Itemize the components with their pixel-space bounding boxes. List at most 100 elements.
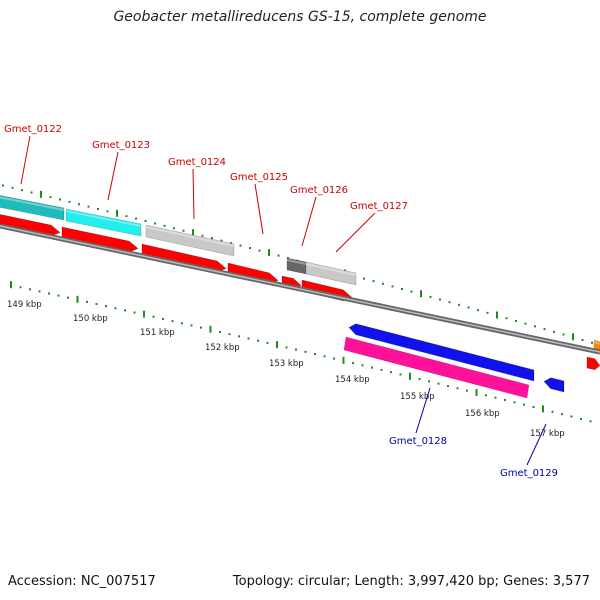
tick-mark	[295, 348, 297, 351]
tick-mark	[542, 405, 544, 413]
tick-mark	[420, 290, 422, 298]
tick-mark	[171, 320, 174, 323]
tick-mark	[477, 309, 479, 312]
tick-mark	[78, 203, 80, 206]
tick-mark	[561, 413, 563, 416]
callout-line	[335, 212, 376, 253]
tick-mark	[458, 303, 460, 306]
tick-mark	[418, 378, 421, 381]
tick-mark	[116, 209, 118, 217]
gene-label-forward: Gmet_0123	[92, 140, 150, 151]
gene-box-magenta	[343, 336, 530, 399]
scale-label: 151 kbp	[140, 328, 175, 338]
tick-mark	[257, 339, 259, 342]
tick-mark	[382, 282, 384, 285]
map-title: Geobacter metallireducens GS-15, complet…	[113, 9, 487, 25]
tick-mark	[494, 396, 497, 399]
tick-mark	[219, 330, 221, 333]
gene-box-gray-shade	[145, 226, 235, 247]
tick-mark	[401, 288, 403, 291]
tick-mark	[230, 242, 232, 245]
tick-mark	[143, 310, 145, 318]
tick-mark	[114, 307, 117, 310]
tick-mark	[2, 184, 4, 187]
tick-mark	[380, 368, 383, 371]
callout-line	[20, 135, 31, 185]
scale-label: 150 kbp	[73, 314, 108, 324]
tick-mark	[534, 325, 536, 328]
gene-box-cyan	[65, 208, 142, 237]
tick-mark	[456, 387, 459, 390]
scale-label: 157 kbp	[530, 429, 565, 439]
tick-mark	[467, 306, 470, 309]
tick-mark	[97, 207, 99, 210]
tick-mark	[323, 355, 326, 358]
tick-mark	[154, 222, 156, 225]
gene-box-teal-shade	[0, 196, 65, 211]
gene-box-cyan-shade	[65, 210, 142, 227]
scale-label: 154 kbp	[335, 375, 370, 385]
tick-mark	[390, 371, 392, 374]
tick-mark	[211, 237, 213, 240]
tick-mark	[591, 341, 593, 344]
reverse-feature-track	[343, 323, 565, 399]
tick-mark	[352, 362, 354, 365]
tick-mark	[475, 388, 478, 396]
scale-label: 153 kbp	[269, 359, 304, 369]
tick-mark	[239, 244, 242, 247]
tick-mark	[486, 311, 489, 314]
gene-box-gray-2-shade	[305, 263, 357, 276]
tick-mark	[410, 290, 413, 293]
tick-mark	[144, 219, 147, 222]
tick-mark	[580, 417, 582, 420]
tick-mark	[589, 420, 592, 423]
tick-mark	[287, 257, 289, 260]
tick-mark	[67, 296, 69, 299]
tick-mark	[428, 380, 430, 383]
callout-line	[107, 151, 119, 201]
tick-mark	[333, 357, 335, 360]
gene-label-reverse: Gmet_0128	[389, 436, 447, 447]
tick-mark	[105, 305, 107, 308]
tick-mark	[371, 366, 373, 369]
tick-mark	[209, 325, 212, 333]
tick-mark	[524, 322, 527, 325]
tick-mark	[249, 247, 251, 250]
tick-mark	[201, 234, 204, 237]
tick-mark	[304, 350, 307, 353]
callout-line	[254, 183, 264, 235]
gene-label-forward: Gmet_0122	[4, 124, 62, 135]
tick-mark	[238, 335, 240, 338]
tick-mark	[277, 254, 280, 257]
tick-mark	[466, 389, 468, 392]
gene-label-forward: Gmet_0125	[230, 172, 288, 183]
tick-mark	[10, 281, 12, 289]
gene-label-reverse: Gmet_0129	[500, 468, 558, 479]
tick-mark	[68, 200, 71, 203]
tick-mark	[192, 229, 194, 237]
tick-mark	[200, 326, 202, 329]
tick-mark	[391, 285, 394, 288]
scale-label: 155 kbp	[400, 392, 435, 402]
backbone-track	[0, 223, 600, 355]
tick-mark	[190, 324, 193, 327]
cds-arrow-reverse	[543, 377, 565, 393]
callout-line	[415, 387, 431, 434]
tick-mark	[86, 300, 88, 303]
lower-tick-track	[10, 281, 592, 423]
callout-line	[301, 196, 317, 247]
tick-mark	[247, 337, 250, 340]
tick-mark	[314, 353, 316, 356]
tick-mark	[543, 328, 546, 331]
tick-mark	[11, 186, 14, 189]
tick-mark	[57, 294, 60, 297]
tick-mark	[152, 315, 155, 318]
gene-box-orange-shade	[593, 341, 600, 345]
tick-mark	[429, 295, 432, 298]
gene-label-forward: Gmet_0127	[350, 201, 408, 212]
tick-mark	[437, 382, 440, 385]
tick-mark	[95, 302, 98, 305]
tick-mark	[572, 333, 574, 341]
tick-mark	[570, 415, 573, 418]
tick-mark	[285, 346, 288, 349]
